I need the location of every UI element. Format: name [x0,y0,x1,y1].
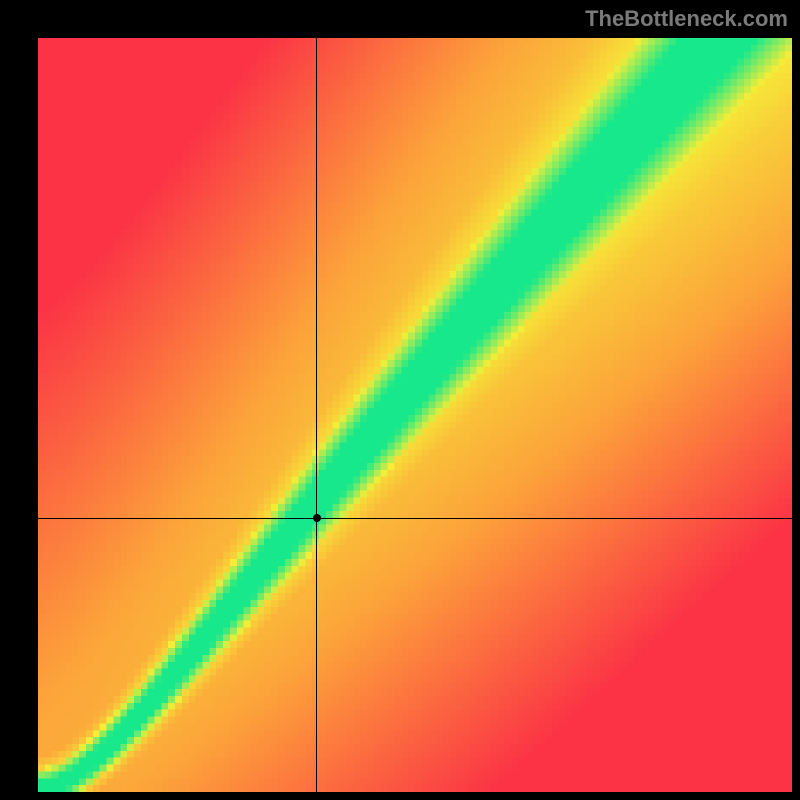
crosshair-vertical [316,38,317,792]
watermark-label: TheBottleneck.com [585,6,788,32]
plot-area [38,38,792,792]
chart-container: TheBottleneck.com [0,0,800,800]
heatmap-canvas [38,38,792,792]
crosshair-horizontal [38,518,792,519]
